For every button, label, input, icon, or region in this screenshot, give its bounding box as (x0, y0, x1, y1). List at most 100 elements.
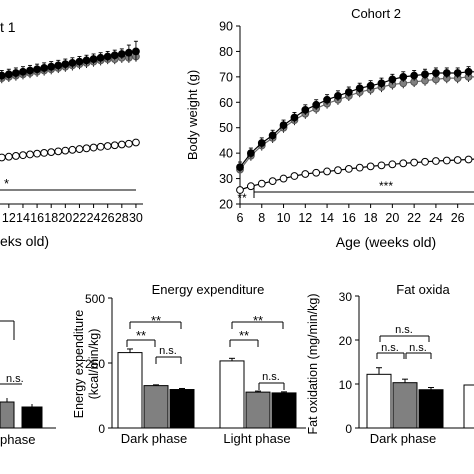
data-point (432, 69, 440, 77)
data-point (132, 138, 140, 147)
data-point (26, 150, 34, 159)
data-point (366, 162, 375, 171)
x-tick-label: 30 (129, 211, 143, 225)
panel3-ns: n.s. (6, 373, 24, 385)
x-tick-label: 16 (342, 211, 356, 225)
data-point (442, 156, 451, 165)
data-point (453, 156, 462, 164)
x-tick-label: 18 (44, 211, 58, 225)
bar-filled (418, 389, 444, 429)
data-point (453, 69, 462, 77)
panel5-ytick-10: 10 (339, 378, 353, 392)
data-point (355, 84, 364, 93)
panel2-x-ticks: 6 8 10 12 14 16 18 20 22 24 26 (237, 204, 465, 225)
data-point (117, 50, 126, 58)
y-tick-label: 60 (219, 96, 233, 110)
bar-gray (245, 391, 271, 429)
x-tick-label: 22 (407, 211, 421, 225)
bar-filled (169, 389, 195, 429)
bar-filled (271, 392, 297, 429)
panel5-ylabel: Fat oxidation (mg/min/kg) (306, 293, 320, 434)
panel-cohort1: t 1 12 14 16 18 20 22 24 26 28 30 * eks old) (0, 19, 143, 249)
data-point (96, 53, 105, 62)
data-point (0, 153, 6, 162)
data-point (75, 145, 84, 153)
panel4-title: Energy expenditure (152, 282, 265, 297)
panel2-axes (239, 26, 474, 205)
data-point (246, 149, 255, 158)
data-point (323, 95, 331, 104)
data-point (344, 165, 353, 173)
data-point (236, 163, 244, 172)
data-point (40, 148, 49, 157)
panel4-sig-dark: ** ** n.s. (126, 313, 182, 364)
panel4-ylabel-line1: Energy expenditure (72, 310, 86, 418)
x-tick-label: 8 (258, 211, 265, 225)
y-tick-label: 20 (219, 198, 233, 212)
x-tick-label: 12 (2, 211, 16, 225)
data-point (117, 140, 126, 149)
panel1-title: t 1 (0, 19, 16, 35)
x-tick-label: 16 (30, 211, 44, 225)
x-tick-label: 22 (72, 211, 86, 225)
panel2-ylabel: Body weight (g) (185, 70, 200, 160)
panel-fat-oxidation: Fat oxida Fat oxidation (mg/min/kg) 30 2… (306, 282, 474, 446)
panel5-ns-right: n.s. (409, 342, 427, 354)
panel4-sig-light: ** ** n.s. (229, 313, 285, 390)
data-point (236, 186, 244, 194)
data-point (40, 64, 49, 72)
data-point (290, 113, 299, 122)
data-point (103, 52, 112, 61)
data-point (257, 179, 266, 188)
panel5-partial-bar (463, 384, 474, 429)
data-point (47, 62, 56, 71)
panel5-title: Fat oxida (396, 282, 450, 297)
data-point (89, 55, 98, 63)
panel-cohort2: Cohort 2 Body weight (g) 20 30 40 50 60 70 80 9… (185, 6, 474, 250)
x-tick-label: 14 (320, 211, 334, 225)
data-point (11, 152, 20, 160)
panel4-sig-light-inner: ** (239, 328, 249, 343)
x-tick-label: 18 (364, 211, 378, 225)
panel2-sig-left: ** (237, 191, 247, 205)
panel2-series (236, 66, 474, 194)
data-point (344, 88, 353, 97)
panel4-sig-dark-outer: ** (151, 313, 161, 328)
y-tick-label: 30 (219, 172, 233, 186)
data-point (377, 161, 386, 170)
x-tick-label: 10 (277, 211, 291, 225)
x-tick-label: 6 (237, 211, 244, 225)
data-point (4, 152, 13, 161)
data-point (96, 142, 105, 151)
data-point (124, 48, 133, 57)
data-point (26, 66, 34, 75)
panel4-ytick-0: 0 (98, 422, 105, 436)
data-point (366, 81, 375, 90)
data-point (19, 67, 27, 76)
data-point (464, 155, 473, 164)
y-tick-label: 90 (219, 20, 233, 34)
data-point (68, 58, 77, 67)
panel3-bar-black (21, 406, 43, 429)
data-point (61, 60, 70, 69)
data-point (279, 121, 288, 130)
data-point (82, 144, 91, 153)
panel1-sig-star: * (4, 176, 9, 191)
data-point (33, 149, 41, 158)
data-point (268, 177, 277, 186)
data-point (334, 92, 342, 100)
bar-open (219, 360, 245, 429)
panel4-ylabel-line2: (kcal/min/kg) (87, 329, 101, 400)
panel-energy-expenditure: Energy expenditure Energy expenditure (k… (72, 282, 306, 446)
x-tick-label: 26 (101, 211, 115, 225)
y-tick-label: 70 (219, 70, 233, 84)
data-point (399, 72, 408, 81)
data-point (124, 139, 133, 148)
data-point (33, 65, 41, 74)
data-point (388, 75, 397, 84)
data-point (312, 100, 321, 109)
data-point (421, 70, 429, 79)
data-point (334, 166, 342, 175)
panel2-xlabel: Age (weeks old) (336, 234, 436, 250)
data-point (301, 170, 310, 178)
